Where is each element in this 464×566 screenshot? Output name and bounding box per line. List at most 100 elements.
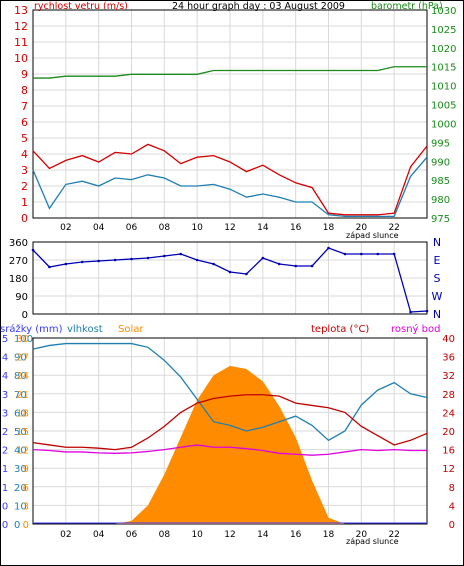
wind-panel-grid xyxy=(33,10,427,218)
baro-tick-label: 995 xyxy=(431,138,450,149)
wdir-point xyxy=(310,264,314,268)
solar-area xyxy=(33,365,427,524)
wind-tick-label: 8 xyxy=(21,84,28,97)
x-tick-label: 08 xyxy=(159,530,171,540)
wind-tick-label: 10 xyxy=(14,52,28,65)
chart-title: 24 hour graph day : 03 August 2009 xyxy=(172,1,345,12)
baro-tick-label: 990 xyxy=(431,157,450,168)
wdir-point xyxy=(113,258,117,262)
legend-label: rosný bod xyxy=(391,323,440,335)
x-tick-label: 06 xyxy=(126,223,138,233)
humidity-tick-label: 100 xyxy=(14,334,33,345)
rain-tick-label: 1 xyxy=(2,483,8,494)
solar-tick-label: 18 xyxy=(16,408,29,419)
x-tick-label: 16 xyxy=(290,223,302,233)
x-tick-label: 14 xyxy=(257,530,269,540)
x-tick-label: 12 xyxy=(224,530,235,540)
baro-axis-ticks: 975 980 985 990 995 1000 1005 1010 1015 1020 1025 1… xyxy=(431,6,456,225)
wdir-axis-ticks: 0 90 180 270 360 xyxy=(9,238,28,321)
wind-tick-label: 4 xyxy=(21,148,28,161)
x-tick-label: 22 xyxy=(388,223,399,233)
wdir-point xyxy=(409,310,412,314)
humidity-tick-label: 30 xyxy=(14,464,27,475)
solar-tick-label: 12 xyxy=(16,446,29,457)
temp-tick-label: 20 xyxy=(442,427,455,438)
wind-tick-label: 7 xyxy=(21,100,28,113)
rain-tick-label: 3 xyxy=(2,408,8,419)
baro-axis-label: barometr (hPa) xyxy=(371,1,443,12)
rain-tick-label: 0 xyxy=(2,520,8,531)
baro-tick-label: 1015 xyxy=(431,63,456,74)
sunset-note-1: západ slunce xyxy=(346,231,399,240)
baro-tick-label: 1005 xyxy=(431,101,456,112)
temp-tick-label: 40 xyxy=(442,334,455,345)
compass-label: E xyxy=(434,254,441,267)
series-line-rosn-bod xyxy=(32,444,427,456)
wdir-tick-label: 270 xyxy=(9,256,28,267)
temp-tick-label: 0 xyxy=(449,520,455,531)
wind-tick-label: 5 xyxy=(21,132,28,145)
wind-x-ticks: 02 04 06 08 10 12 14 16 18 20 22 xyxy=(60,223,400,233)
wind-panel-frame xyxy=(32,9,428,219)
wdir-point xyxy=(294,264,297,268)
wind-series xyxy=(32,66,428,218)
temp-series xyxy=(32,342,428,524)
solar-tick-label: 21 xyxy=(16,390,29,401)
x-tick-label: 14 xyxy=(257,223,269,233)
rain-tick-label: 1 xyxy=(2,464,8,475)
solar-tick-label: 30 xyxy=(16,334,29,345)
wind-tick-label: 0 xyxy=(21,212,28,225)
humidity-tick-label: 10 xyxy=(14,501,27,512)
solar-tick-label: 6 xyxy=(23,483,29,494)
solar-tick-label: 27 xyxy=(16,353,29,364)
wdir-point xyxy=(179,252,183,256)
temp-x-ticks: 02 04 06 08 10 12 14 16 18 20 22 xyxy=(60,530,400,540)
baro-tick-label: 985 xyxy=(431,176,450,187)
series-line-pressure xyxy=(33,66,427,79)
x-tick-label: 08 xyxy=(159,223,171,233)
wdir-point xyxy=(195,258,199,262)
wdir-panel-frame xyxy=(32,241,428,315)
temp-tick-label: 12 xyxy=(442,464,455,475)
compass-label: W xyxy=(432,290,443,303)
wdir-point xyxy=(80,260,84,264)
wind-tick-label: 12 xyxy=(14,20,28,33)
temp-right-ticks: 0 4 8 12 16 20 24 28 32 36 40 xyxy=(442,334,455,531)
wdir-point xyxy=(327,246,330,250)
temp-panel-legend: srážky (mm) vlhkost Solar teplota (°C) rosný… xyxy=(0,323,440,335)
wdir-point xyxy=(97,259,100,263)
rain-tick-label: 4 xyxy=(2,353,8,364)
wdir-tick-label: 90 xyxy=(15,292,28,303)
solar-tick-label: 3 xyxy=(23,501,29,512)
wdir-tick-label: 180 xyxy=(9,274,28,285)
temp-tick-label: 36 xyxy=(442,353,455,364)
wdir-point xyxy=(212,262,215,266)
x-tick-label: 16 xyxy=(290,530,302,540)
solar-tick-label: 15 xyxy=(16,427,29,438)
baro-tick-label: 1020 xyxy=(431,44,456,55)
wind-tick-label: 2 xyxy=(21,180,28,193)
x-tick-label: 18 xyxy=(323,223,335,233)
wdir-point xyxy=(163,254,166,258)
humidity-tick-label: 60 xyxy=(14,408,27,419)
wind-tick-label: 9 xyxy=(21,68,28,81)
temp-tick-label: 4 xyxy=(449,501,455,512)
wdir-point xyxy=(376,252,380,256)
wdir-point xyxy=(392,252,396,256)
humidity-tick-label: 70 xyxy=(14,390,27,401)
wdir-point xyxy=(48,265,51,269)
baro-tick-label: 980 xyxy=(431,195,450,206)
humidity-tick-label: 40 xyxy=(14,446,27,457)
x-tick-label: 20 xyxy=(356,223,368,233)
humidity-tick-label: 50 xyxy=(14,427,27,438)
compass-label: S xyxy=(434,272,441,285)
wdir-point xyxy=(261,256,265,260)
sunset-note-2: západ slunce xyxy=(346,537,399,546)
baro-tick-label: 1030 xyxy=(431,6,456,17)
solar-tick-label: 0 xyxy=(23,520,29,531)
wdir-point xyxy=(31,248,35,252)
solar-tick-label: 9 xyxy=(23,464,29,475)
series-line-vlhkost xyxy=(32,342,428,442)
